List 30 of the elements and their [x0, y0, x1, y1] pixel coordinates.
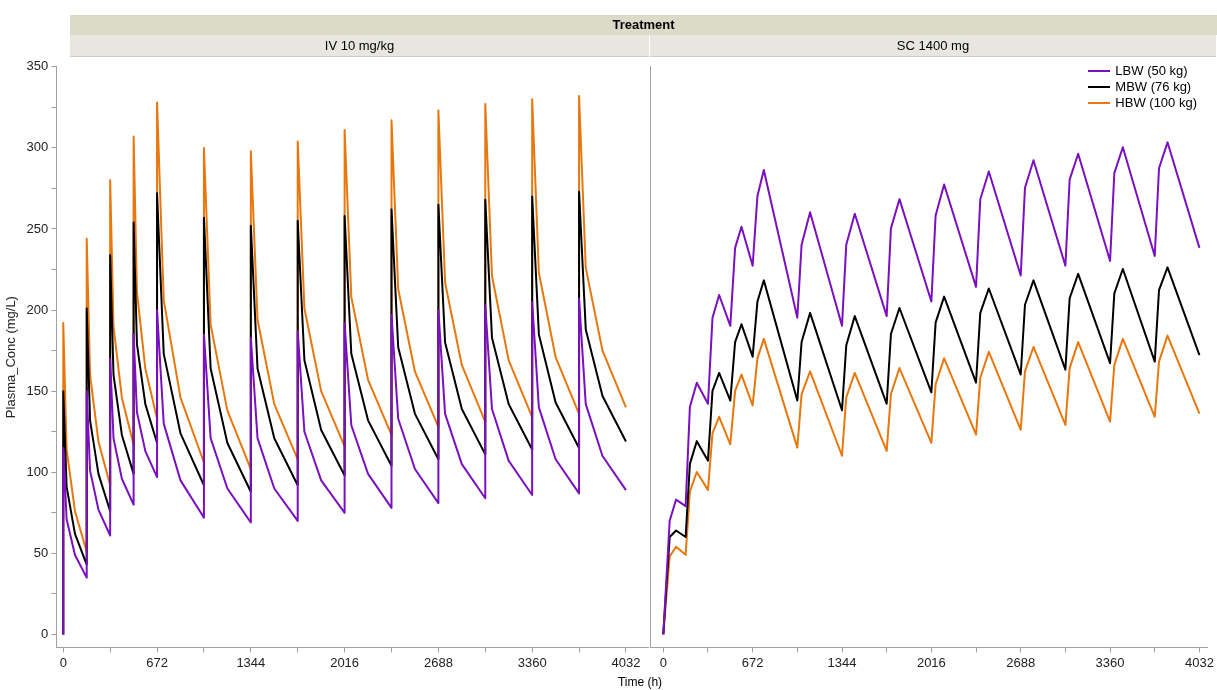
y-tick-label: 200 — [26, 301, 49, 317]
x-tick-label: 4032 — [611, 654, 641, 670]
y-tick-label: 0 — [41, 626, 49, 641]
x-tick-label: 4032 — [1184, 654, 1214, 670]
legend-label: MBW (76 kg) — [1115, 79, 1192, 95]
x-axis-title: Time (h) — [616, 675, 664, 689]
legend-label: HBW (100 kg) — [1115, 95, 1197, 111]
legend-label: LBW (50 kg) — [1115, 63, 1188, 79]
chart-subtitle: IV 10 mg/kg — [70, 35, 649, 57]
y-tick-label: 50 — [33, 544, 49, 560]
x-tick-label: 2688 — [423, 654, 453, 670]
x-tick-label: 1344 — [236, 654, 266, 670]
x-tick-label: 672 — [146, 654, 168, 670]
y-tick-label: 150 — [26, 382, 49, 398]
x-tick-label: 2688 — [1006, 654, 1036, 670]
x-tick-label: 0 — [659, 654, 667, 670]
y-tick-label: 300 — [26, 139, 49, 155]
x-tick-label: 2016 — [916, 654, 946, 670]
x-tick-label: 0 — [59, 654, 67, 670]
y-tick-label: 250 — [26, 220, 49, 236]
chart-subtitle: SC 1400 mg — [650, 35, 1216, 57]
x-tick-label: 2016 — [330, 654, 360, 670]
y-tick-label: 100 — [26, 463, 49, 479]
y-axis-title: Plasma_Conc (mg/L) — [3, 296, 19, 419]
chart-title: Treatment — [70, 15, 1217, 35]
x-tick-label: 3360 — [517, 654, 547, 670]
x-tick-label: 672 — [741, 654, 764, 670]
y-tick-label: 350 — [26, 58, 49, 74]
x-tick-label: 1344 — [827, 654, 857, 670]
x-tick-label: 3360 — [1095, 654, 1125, 670]
